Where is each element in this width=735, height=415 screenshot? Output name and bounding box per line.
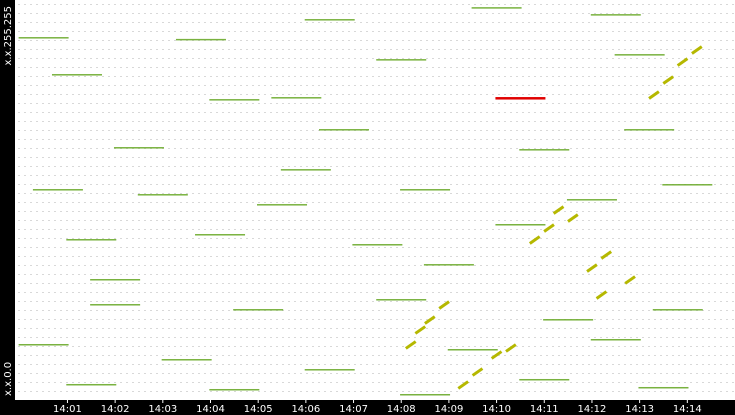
flow-point <box>423 264 474 266</box>
scan-point <box>543 223 555 233</box>
flow-point <box>90 279 141 281</box>
flow-point <box>18 344 69 346</box>
x-tick-label: 14:04 <box>196 404 225 415</box>
flow-point <box>280 169 331 171</box>
flow-point <box>543 319 594 321</box>
flow-point <box>400 189 451 191</box>
scan-point <box>505 343 517 353</box>
flow-point <box>376 299 427 301</box>
scan-point <box>624 275 636 285</box>
scan-point <box>662 75 675 85</box>
flow-point <box>519 378 570 381</box>
flow-point <box>319 129 370 131</box>
flow-point <box>495 97 546 100</box>
x-tick-label: 14:01 <box>53 404 82 415</box>
scan-point <box>586 263 598 273</box>
flow-point <box>590 339 641 341</box>
flow-point <box>137 194 188 196</box>
scan-point <box>552 205 565 215</box>
scan-point <box>595 290 608 300</box>
flow-point <box>519 149 570 151</box>
flow-point <box>257 204 308 206</box>
flow-point <box>271 97 322 99</box>
x-axis-bar <box>0 400 735 415</box>
flow-point <box>614 54 665 56</box>
x-tick-label: 14:14 <box>673 404 702 415</box>
x-tick-label: 14:06 <box>291 404 320 415</box>
flow-point <box>471 7 522 9</box>
flow-point <box>18 37 69 39</box>
flow-point <box>624 129 675 131</box>
x-tick-label: 14:12 <box>578 404 607 415</box>
flow-point <box>195 234 246 236</box>
x-tick-label: 14:10 <box>482 404 511 415</box>
scan-point <box>490 350 503 360</box>
flow-point <box>32 189 83 191</box>
scan-point <box>414 325 427 335</box>
y-axis-bar <box>0 0 15 415</box>
x-tick-label: 14:09 <box>434 404 463 415</box>
flow-point <box>566 199 617 201</box>
flow-point <box>652 309 703 311</box>
flow-point <box>400 393 451 396</box>
flow-point <box>447 349 498 351</box>
scan-point <box>471 367 484 377</box>
flow-point <box>90 304 141 306</box>
flow-point <box>495 224 546 226</box>
scan-point <box>648 90 660 100</box>
x-tick-label: 14:02 <box>101 404 130 415</box>
x-tick-label: 14:07 <box>339 404 368 415</box>
flow-point <box>66 383 117 386</box>
x-tick-label: 14:08 <box>387 404 416 415</box>
flow-point <box>66 239 117 241</box>
scan-point <box>528 235 541 245</box>
scan-point <box>600 250 613 260</box>
flow-point <box>161 359 212 361</box>
flow-point <box>209 388 260 391</box>
flow-point <box>352 244 403 246</box>
flow-point <box>113 147 164 149</box>
flow-point <box>638 386 689 389</box>
flow-point <box>662 184 713 186</box>
flow-point <box>376 59 427 61</box>
scan-point <box>676 57 689 67</box>
scan-point <box>567 213 579 223</box>
flow-point <box>590 14 641 16</box>
flow-point <box>304 19 355 21</box>
scan-point <box>438 300 450 310</box>
x-tick-label: 14:05 <box>244 404 273 415</box>
scan-point <box>691 45 703 55</box>
flow-point <box>304 369 355 371</box>
y-tick-label: x.x.0.0 <box>3 362 14 396</box>
flow-point <box>175 38 226 41</box>
flow-point <box>51 74 102 76</box>
flow-point <box>209 99 260 101</box>
y-tick-label: x.x.255.255 <box>3 6 14 66</box>
x-tick-label: 14:03 <box>148 404 177 415</box>
flow-point <box>233 309 284 311</box>
scan-point <box>404 340 417 350</box>
x-tick-label: 14:13 <box>625 404 654 415</box>
scan-point <box>424 315 436 325</box>
scan-point <box>457 380 469 390</box>
x-tick-label: 14:11 <box>530 404 559 415</box>
